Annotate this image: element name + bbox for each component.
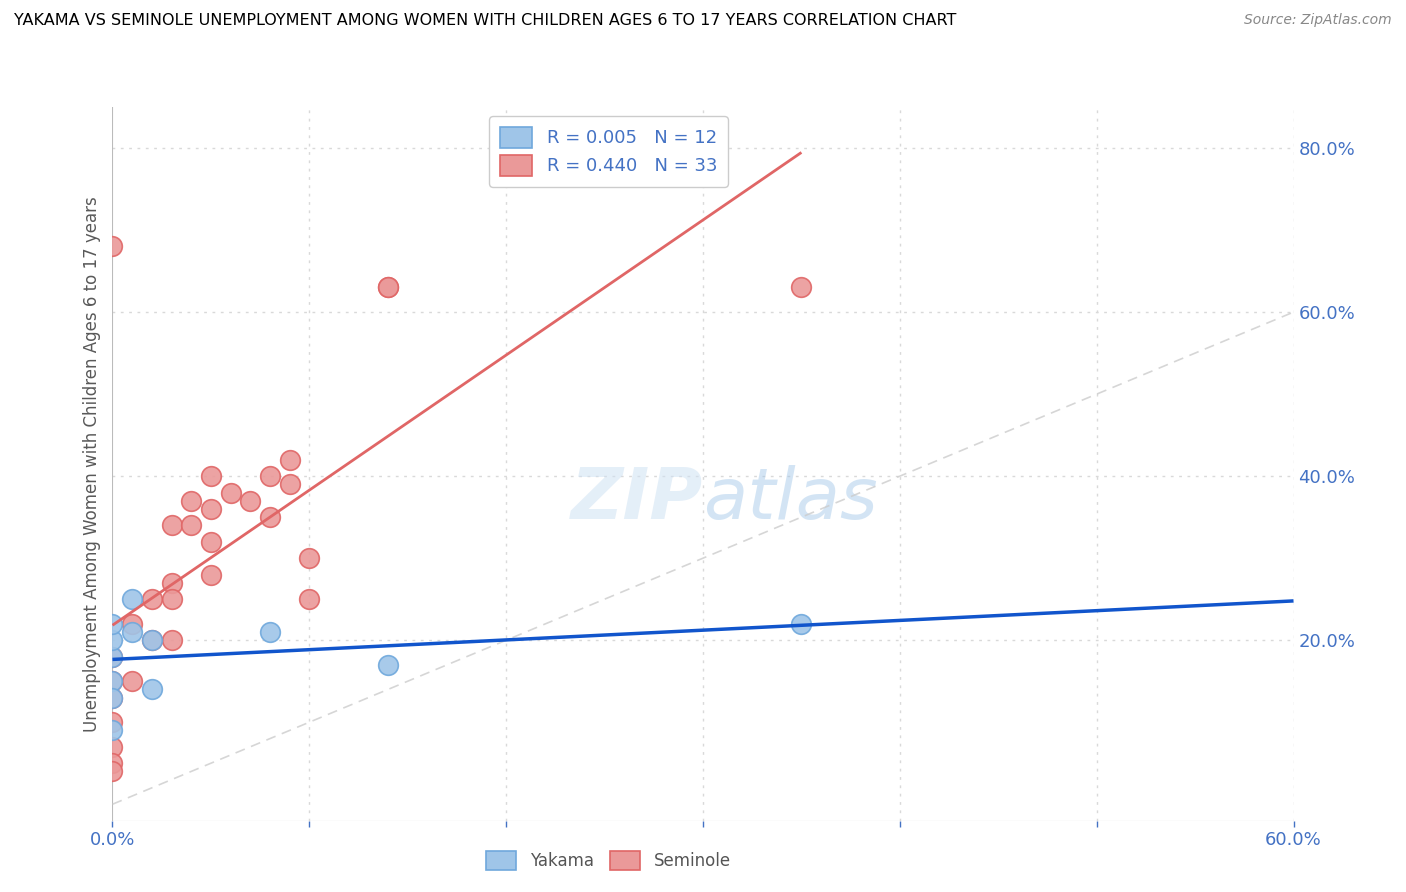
Point — [101, 649, 124, 664]
Point — [101, 715, 124, 730]
Point — [180, 518, 202, 533]
Point — [101, 649, 124, 664]
Point — [180, 493, 202, 508]
Point — [141, 592, 163, 607]
Point — [101, 239, 124, 253]
Point — [278, 477, 301, 491]
Point — [101, 756, 124, 771]
Point — [259, 625, 281, 640]
Point — [298, 592, 321, 607]
Point — [121, 674, 143, 689]
Point — [101, 690, 124, 705]
Point — [200, 567, 222, 582]
Y-axis label: Unemployment Among Women with Children Ages 6 to 17 years: Unemployment Among Women with Children A… — [83, 196, 101, 731]
Point — [141, 682, 163, 697]
Point — [121, 616, 143, 631]
Point — [278, 452, 301, 467]
Point — [160, 518, 183, 533]
Legend: Yakama, Seminole: Yakama, Seminole — [479, 844, 737, 877]
Point — [101, 723, 124, 738]
Point — [121, 592, 143, 607]
Point — [377, 657, 399, 672]
Text: Source: ZipAtlas.com: Source: ZipAtlas.com — [1244, 13, 1392, 28]
Point — [239, 493, 262, 508]
Point — [160, 575, 183, 590]
Point — [101, 674, 124, 689]
Point — [101, 616, 124, 631]
Point — [219, 485, 242, 500]
Point — [141, 633, 163, 648]
Point — [101, 764, 124, 779]
Point — [200, 502, 222, 516]
Point — [790, 616, 813, 631]
Point — [790, 280, 813, 294]
Text: ZIP: ZIP — [571, 465, 703, 534]
Point — [101, 674, 124, 689]
Point — [121, 625, 143, 640]
Point — [377, 280, 399, 294]
Point — [259, 469, 281, 483]
Point — [160, 633, 183, 648]
Point — [259, 510, 281, 524]
Point — [101, 690, 124, 705]
Point — [160, 592, 183, 607]
Point — [200, 469, 222, 483]
Point — [101, 633, 124, 648]
Point — [200, 534, 222, 549]
Point — [377, 280, 399, 294]
Point — [101, 739, 124, 754]
Point — [141, 633, 163, 648]
Point — [298, 551, 321, 566]
Text: atlas: atlas — [703, 465, 877, 534]
Text: YAKAMA VS SEMINOLE UNEMPLOYMENT AMONG WOMEN WITH CHILDREN AGES 6 TO 17 YEARS COR: YAKAMA VS SEMINOLE UNEMPLOYMENT AMONG WO… — [14, 13, 956, 29]
